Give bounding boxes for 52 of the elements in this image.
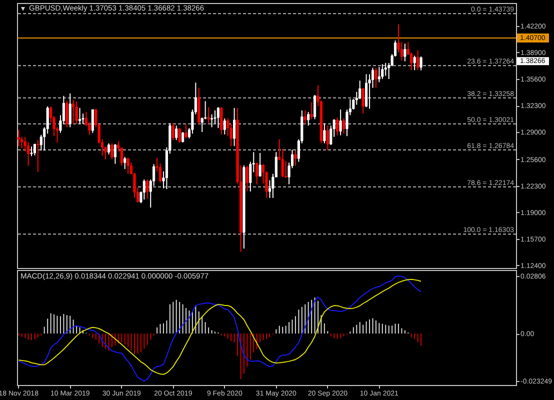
candlestick bbox=[17, 129, 20, 147]
candlestick bbox=[342, 118, 346, 134]
candlestick bbox=[36, 140, 40, 172]
candlestick bbox=[233, 107, 236, 147]
candlestick bbox=[142, 178, 146, 200]
candlestick bbox=[223, 118, 226, 135]
candlestick bbox=[114, 144, 116, 164]
candlestick bbox=[258, 152, 262, 177]
candlestick bbox=[256, 162, 258, 185]
candlestick bbox=[365, 74, 368, 108]
candlestick bbox=[33, 144, 36, 156]
candlestick bbox=[72, 99, 75, 125]
candlestick bbox=[294, 150, 297, 166]
candlestick bbox=[304, 110, 306, 125]
candlestick bbox=[172, 122, 174, 141]
candlestick bbox=[66, 100, 68, 128]
candlestick bbox=[384, 62, 387, 76]
candlestick bbox=[378, 66, 380, 83]
candlestick bbox=[110, 142, 114, 160]
candlestick bbox=[246, 165, 248, 192]
candlestick bbox=[339, 109, 342, 136]
candlestick bbox=[126, 157, 130, 174]
candlestick bbox=[175, 125, 178, 141]
candlestick bbox=[210, 114, 214, 128]
candlestick bbox=[207, 106, 210, 124]
candlestick bbox=[30, 146, 33, 157]
candlestick bbox=[146, 178, 149, 200]
candlestick bbox=[381, 64, 384, 80]
candlestick bbox=[336, 117, 339, 136]
candlestick bbox=[216, 106, 220, 129]
candlestick bbox=[413, 55, 416, 71]
candlestick bbox=[313, 94, 316, 120]
candlestick bbox=[326, 125, 329, 151]
candlestick bbox=[75, 101, 78, 125]
candlestick bbox=[124, 156, 126, 170]
candlestick bbox=[182, 132, 184, 143]
candlestick bbox=[323, 122, 326, 144]
candlestick bbox=[310, 102, 313, 120]
candlestick bbox=[91, 109, 94, 134]
candlestick bbox=[404, 43, 406, 62]
candlestick bbox=[307, 111, 310, 126]
candlestick bbox=[420, 56, 422, 71]
candlestick bbox=[178, 128, 181, 143]
candlestick bbox=[220, 106, 223, 135]
candlestick bbox=[184, 124, 188, 139]
candlestick bbox=[374, 67, 378, 88]
candlestick bbox=[107, 142, 110, 156]
candlestick bbox=[68, 92, 72, 128]
candlestick bbox=[416, 50, 420, 71]
candlestick bbox=[214, 110, 216, 125]
candlestick bbox=[78, 107, 82, 125]
candlestick bbox=[362, 87, 364, 114]
